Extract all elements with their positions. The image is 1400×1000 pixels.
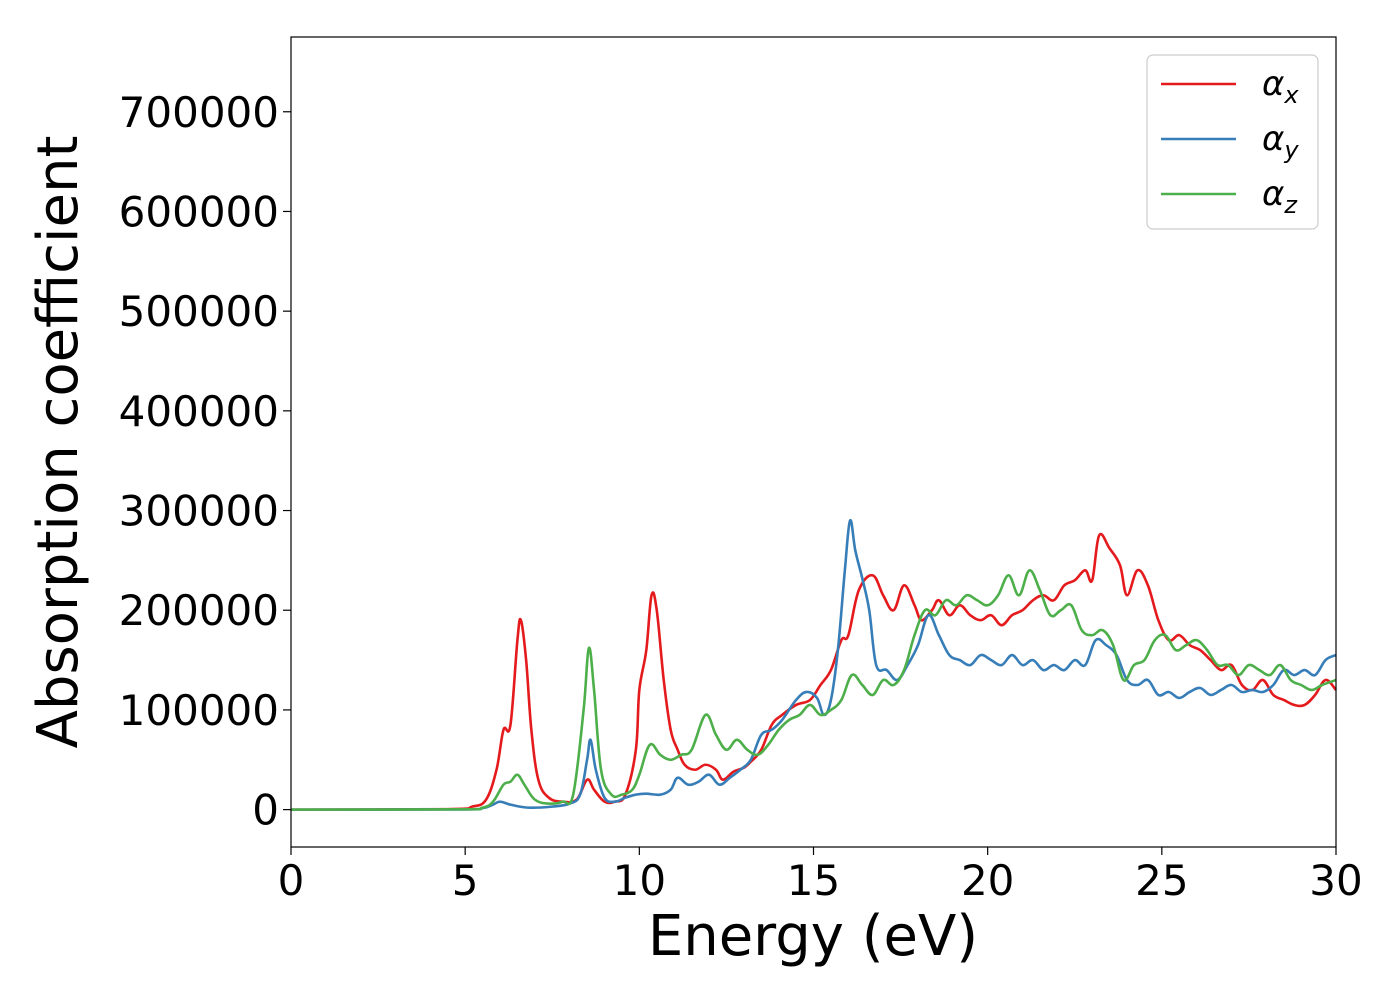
x-tick-label: 10 bbox=[613, 856, 666, 905]
y-axis-ticks: 0 100000 200000 300000 400000 500000 600000 700… bbox=[119, 88, 291, 835]
x-tick-label: 5 bbox=[452, 856, 479, 905]
y-tick-label: 500000 bbox=[119, 287, 279, 336]
legend-box bbox=[1146, 54, 1319, 230]
x-tick-label: 25 bbox=[1135, 856, 1188, 905]
y-tick-label: 400000 bbox=[119, 387, 279, 436]
y-tick-label: 300000 bbox=[119, 487, 279, 536]
x-tick-label: 20 bbox=[961, 856, 1014, 905]
x-tick-label: 0 bbox=[278, 856, 305, 905]
y-tick-label: 600000 bbox=[119, 187, 279, 236]
x-axis-title: Energy (eV) bbox=[648, 904, 978, 969]
legend-label-alpha-y: αy bbox=[1262, 119, 1299, 164]
series-line-alpha-x bbox=[290, 532, 1337, 811]
series-line-alpha-z bbox=[290, 569, 1337, 811]
x-axis-ticks: 0 5 10 15 20 25 30 bbox=[278, 847, 1363, 905]
series-line-alpha-y bbox=[290, 519, 1337, 811]
x-tick-label: 15 bbox=[787, 856, 840, 905]
y-axis-title: Absorption coefficient bbox=[26, 136, 91, 749]
y-tick-label: 100000 bbox=[119, 686, 279, 735]
x-tick-label: 30 bbox=[1309, 856, 1362, 905]
y-tick-label: 700000 bbox=[119, 88, 279, 137]
y-tick-label: 200000 bbox=[119, 586, 279, 635]
series-layer bbox=[290, 519, 1337, 811]
y-tick-label: 0 bbox=[252, 786, 279, 835]
